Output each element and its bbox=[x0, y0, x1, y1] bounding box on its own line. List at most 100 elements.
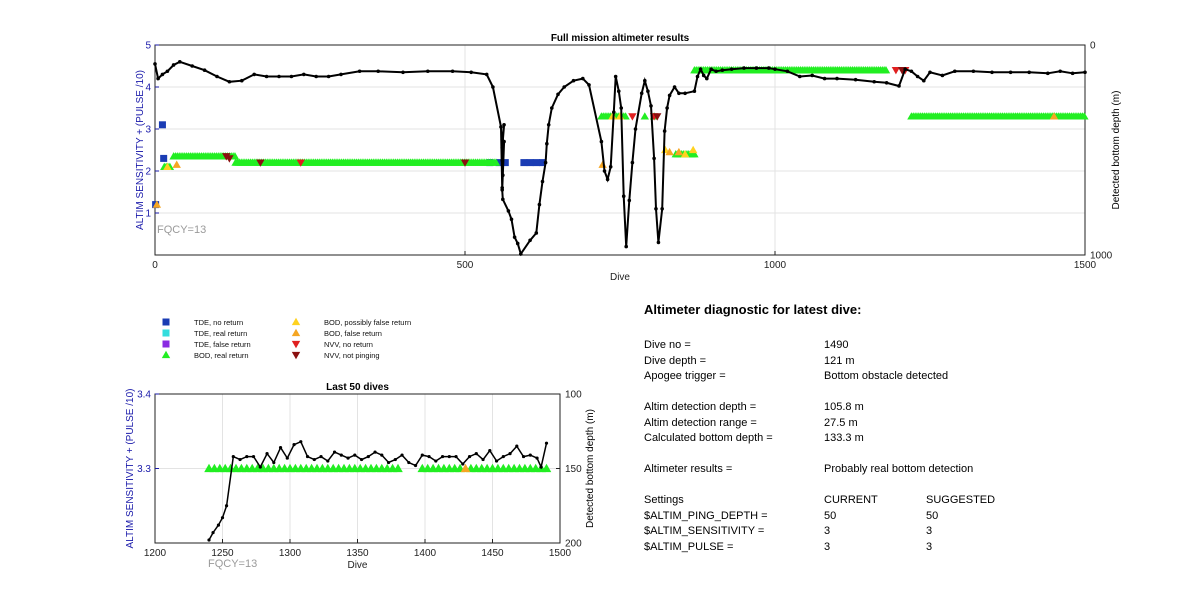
depth-point bbox=[499, 125, 503, 129]
depth-point bbox=[835, 76, 839, 81]
depth-point bbox=[339, 453, 343, 457]
depth-point bbox=[278, 446, 283, 450]
depth-point bbox=[165, 69, 170, 74]
y-tick-label: 3.4 bbox=[137, 390, 151, 401]
plot-frame bbox=[154, 44, 1086, 256]
diag-row-bottom-depth: Calculated bottom depth = 133.3 m bbox=[644, 432, 1064, 448]
depth-point bbox=[683, 91, 687, 96]
depth-point bbox=[922, 78, 926, 83]
depth-line bbox=[208, 440, 548, 541]
depth-point bbox=[1070, 71, 1075, 76]
diag-label: Altim detection range = bbox=[644, 416, 757, 429]
depth-point bbox=[202, 68, 207, 72]
diag-row-altimeter-results: Altimeter results = Probably real bottom … bbox=[644, 463, 1064, 479]
depth-point bbox=[1008, 70, 1013, 75]
y-tick-label: 5 bbox=[145, 41, 151, 52]
x-tick-label: 1500 bbox=[549, 548, 572, 559]
depth-point bbox=[612, 110, 616, 114]
depth-point bbox=[695, 74, 700, 79]
depth-point bbox=[512, 235, 517, 239]
legend-label: TDE, false return bbox=[194, 340, 251, 349]
depth-point bbox=[302, 72, 306, 77]
depth-point bbox=[534, 231, 539, 235]
marker-bod-real-return bbox=[230, 152, 240, 160]
depth-point bbox=[528, 453, 532, 457]
depth-point bbox=[701, 73, 706, 78]
depth-point bbox=[454, 454, 458, 459]
depth-point bbox=[540, 179, 545, 184]
depth-point bbox=[447, 454, 451, 459]
depth-point bbox=[785, 69, 790, 74]
setting-suggested: 50 bbox=[926, 509, 939, 522]
depth-point bbox=[729, 67, 734, 71]
marker-bod-real-return bbox=[491, 158, 501, 166]
diag-row-detection-depth: Altim detection depth = 105.8 m bbox=[644, 401, 1064, 417]
depth-point bbox=[649, 104, 653, 108]
marker-tde-no-return bbox=[539, 159, 546, 167]
depth-point bbox=[346, 456, 350, 460]
depth-point bbox=[587, 83, 591, 87]
depth-point bbox=[521, 454, 526, 459]
diag-value: 1490 bbox=[824, 339, 849, 351]
y-tick-label: 3 bbox=[145, 125, 151, 136]
depth-point bbox=[605, 177, 610, 182]
y-right-axis-label: Detected bottom depth (m) bbox=[585, 409, 596, 528]
depth-point bbox=[872, 79, 876, 84]
depth-point bbox=[602, 169, 607, 173]
depth-point bbox=[245, 454, 249, 459]
x-tick-label: 500 bbox=[457, 260, 474, 271]
depth-point bbox=[484, 72, 489, 77]
legend: TDE, no return TDE, real return TDE, false… bbox=[161, 317, 411, 360]
depth-point bbox=[709, 67, 713, 71]
depth-point bbox=[705, 76, 709, 81]
depth-point bbox=[953, 69, 957, 74]
depth-point bbox=[501, 197, 505, 202]
legend-label: NVV, no return bbox=[324, 340, 373, 349]
marker-tde-no-return bbox=[526, 159, 534, 167]
depth-point bbox=[853, 77, 858, 82]
depth-point bbox=[500, 158, 505, 163]
chart-title: Full mission altimeter results bbox=[551, 33, 690, 44]
depth-point bbox=[277, 74, 281, 79]
marker-tde-no-return bbox=[520, 159, 528, 167]
depth-point bbox=[357, 69, 362, 74]
depth-point bbox=[652, 156, 656, 161]
x-tick-label: 1350 bbox=[346, 548, 369, 559]
marker-bod-possibly-false-return bbox=[688, 145, 698, 154]
legend-label: BOD, possibly false return bbox=[324, 318, 411, 327]
y-right-tick-label: 1000 bbox=[1090, 251, 1113, 262]
settings-row-ping-depth: $ALTIM_PING_DEPTH = 50 50 bbox=[644, 510, 1064, 526]
last-50-dives-chart: 1200 1250 1300 1350 1400 1450 1500 3.3 3.4 100 150… bbox=[125, 382, 596, 571]
depth-point bbox=[630, 160, 635, 165]
depth-point bbox=[400, 453, 404, 457]
depth-point bbox=[539, 465, 543, 469]
y-right-tick-label: 0 bbox=[1090, 41, 1096, 52]
depth-point bbox=[616, 89, 621, 93]
depth-point bbox=[633, 127, 638, 131]
depth-point bbox=[427, 454, 431, 459]
depth-point bbox=[665, 106, 669, 110]
depth-point bbox=[190, 64, 194, 68]
legend-label: BOD, real return bbox=[194, 351, 249, 360]
diag-value: 105.8 m bbox=[824, 401, 864, 413]
depth-point bbox=[1083, 70, 1087, 75]
depth-point bbox=[562, 85, 566, 89]
depth-point bbox=[545, 141, 549, 146]
depth-point bbox=[810, 73, 814, 78]
diag-value: Probably real bottom detection bbox=[824, 463, 974, 475]
depth-point bbox=[376, 69, 381, 74]
depth-point bbox=[624, 244, 628, 249]
legend-label: BOD, false return bbox=[324, 329, 382, 338]
depth-point bbox=[501, 454, 505, 459]
marker-tde-no-return bbox=[160, 154, 168, 162]
y-right-axis-label: Detected bottom depth (m) bbox=[1111, 91, 1122, 210]
depth-point bbox=[502, 123, 506, 127]
marker-nvv-no-return bbox=[296, 159, 305, 167]
depth-point bbox=[773, 67, 777, 71]
marker-tde-no-return bbox=[501, 159, 509, 167]
depth-point bbox=[426, 69, 430, 74]
diag-label: Altimeter results = bbox=[644, 463, 733, 475]
depth-point bbox=[494, 459, 499, 463]
y-right-tick-label: 150 bbox=[565, 464, 582, 475]
